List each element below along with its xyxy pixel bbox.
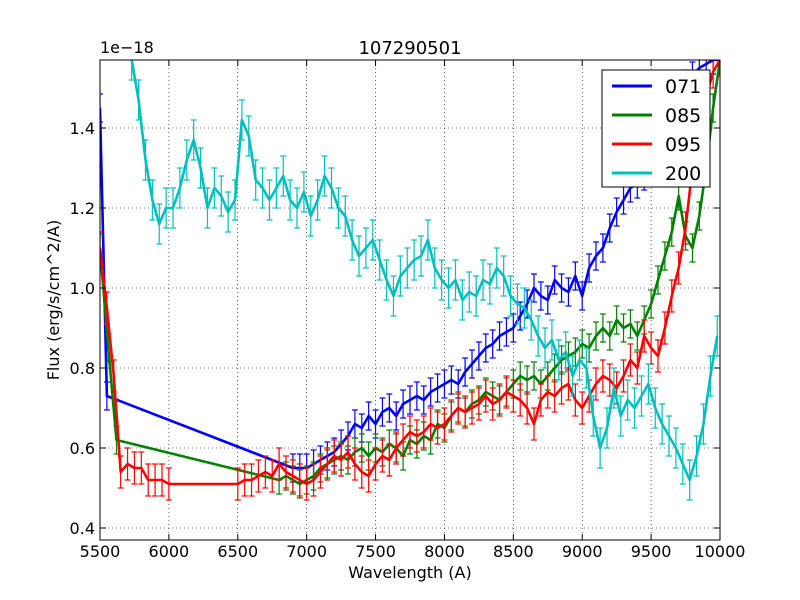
x-tick-label: 5500 xyxy=(80,542,121,561)
y-tick-label: 1.2 xyxy=(70,199,95,218)
plot-frame xyxy=(99,59,721,541)
series-line xyxy=(100,60,720,486)
legend-label: 200 xyxy=(665,163,701,185)
legend-label: 071 xyxy=(665,76,701,98)
series-095 xyxy=(100,60,720,501)
legend-box xyxy=(601,69,711,188)
legend: 071 085 095 200 xyxy=(601,69,711,188)
x-tick-label: 6500 xyxy=(217,542,258,561)
y-tick-label: 0.8 xyxy=(70,359,95,378)
x-tick-label: 9500 xyxy=(631,542,672,561)
x-tick-label: 8000 xyxy=(424,542,465,561)
x-tick-label: 10000 xyxy=(695,542,746,561)
x-tick-label: 6000 xyxy=(149,542,190,561)
x-tick-label: 7000 xyxy=(286,542,327,561)
x-tick-label: 8500 xyxy=(493,542,534,561)
axis-ticks: 5500 6000 6500 7000 7500 8000 8500 9000 9500 1000… xyxy=(70,60,746,561)
series-line xyxy=(100,60,720,486)
x-tick-label: 7500 xyxy=(355,542,396,561)
x-axis-label: Wavelength (A) xyxy=(348,563,471,582)
y-axis-label: Flux (erg/s/cm^2/A) xyxy=(44,220,63,381)
y-tick-label: 1.4 xyxy=(70,119,95,138)
y-tick-label: 1.0 xyxy=(70,279,95,298)
series-200 xyxy=(128,60,720,501)
y-tick-label: 0.4 xyxy=(70,519,95,538)
series-line xyxy=(130,60,719,482)
y-tick-label: 0.6 xyxy=(70,439,95,458)
chart-title: 107290501 xyxy=(358,38,461,59)
legend-label: 095 xyxy=(665,134,701,156)
legend-label: 085 xyxy=(665,105,701,127)
x-tick-label: 9000 xyxy=(562,542,603,561)
y-offset-label: 1e−18 xyxy=(100,38,154,57)
